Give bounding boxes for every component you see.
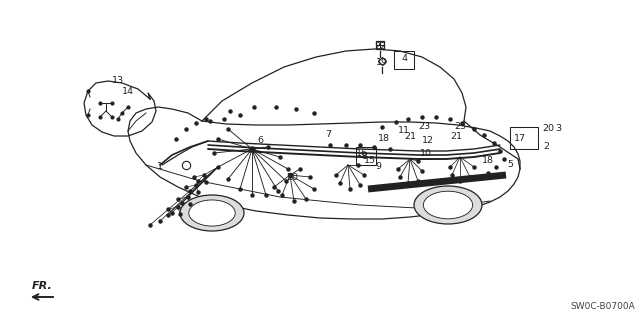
Text: FR.: FR.	[31, 281, 52, 291]
Bar	[356, 147, 376, 165]
Text: 8: 8	[361, 152, 367, 161]
Text: 16: 16	[356, 150, 368, 159]
Text: 15: 15	[364, 157, 376, 166]
Text: 18: 18	[378, 135, 390, 144]
Text: 2: 2	[543, 143, 549, 152]
Text: 23: 23	[454, 122, 466, 131]
Text: 11: 11	[398, 127, 410, 136]
Text: 21: 21	[404, 132, 416, 142]
Text: 20: 20	[286, 173, 298, 182]
Text: 23: 23	[418, 122, 430, 131]
Text: 5: 5	[507, 160, 513, 169]
Text: 18: 18	[482, 157, 494, 166]
Text: 17: 17	[514, 135, 526, 144]
Text: 9: 9	[375, 162, 381, 172]
Ellipse shape	[423, 191, 473, 219]
Ellipse shape	[189, 200, 236, 226]
Text: 20: 20	[542, 124, 554, 133]
Text: 22: 22	[374, 42, 386, 51]
Text: SW0C-B0700A: SW0C-B0700A	[570, 302, 635, 311]
Text: 12: 12	[422, 137, 434, 145]
Text: 10: 10	[420, 150, 432, 159]
Bar	[394, 51, 414, 69]
Text: 19: 19	[376, 58, 388, 68]
Text: 1: 1	[157, 162, 163, 172]
Text: 13: 13	[112, 77, 124, 85]
Bar	[510, 127, 538, 149]
Text: 3: 3	[555, 124, 561, 133]
Ellipse shape	[180, 195, 244, 231]
Text: 6: 6	[257, 137, 263, 145]
Text: 14: 14	[122, 86, 134, 95]
Text: 21: 21	[450, 132, 462, 142]
Ellipse shape	[414, 186, 482, 224]
Text: 4: 4	[401, 55, 407, 63]
Text: 7: 7	[325, 130, 331, 139]
